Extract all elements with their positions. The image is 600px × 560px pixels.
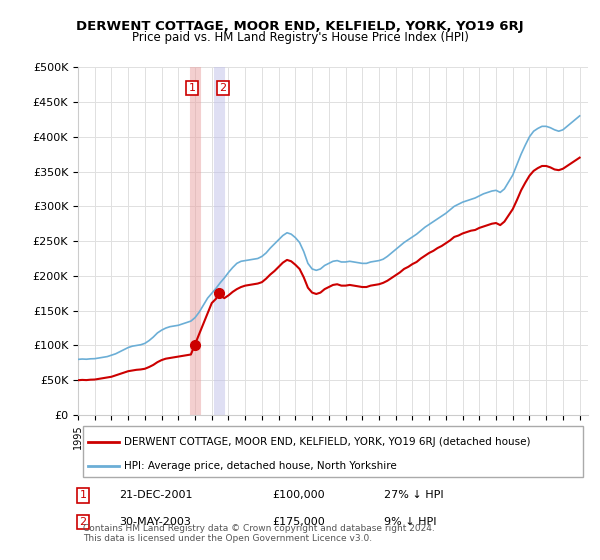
- FancyBboxPatch shape: [83, 426, 583, 477]
- Text: 2: 2: [219, 83, 226, 93]
- Text: 30-MAY-2003: 30-MAY-2003: [119, 517, 191, 527]
- Text: Price paid vs. HM Land Registry's House Price Index (HPI): Price paid vs. HM Land Registry's House …: [131, 31, 469, 44]
- Text: Contains HM Land Registry data © Crown copyright and database right 2024.
This d: Contains HM Land Registry data © Crown c…: [83, 524, 435, 543]
- Text: 21-DEC-2001: 21-DEC-2001: [119, 491, 193, 500]
- Text: 2: 2: [80, 517, 86, 527]
- Text: 1: 1: [188, 83, 196, 93]
- Text: DERWENT COTTAGE, MOOR END, KELFIELD, YORK, YO19 6RJ: DERWENT COTTAGE, MOOR END, KELFIELD, YOR…: [76, 20, 524, 32]
- Text: £175,000: £175,000: [272, 517, 325, 527]
- Text: 9% ↓ HPI: 9% ↓ HPI: [384, 517, 437, 527]
- Text: £100,000: £100,000: [272, 491, 325, 500]
- Text: HPI: Average price, detached house, North Yorkshire: HPI: Average price, detached house, Nort…: [124, 461, 397, 471]
- Text: 27% ↓ HPI: 27% ↓ HPI: [384, 491, 443, 500]
- Text: 1: 1: [80, 491, 86, 500]
- Text: DERWENT COTTAGE, MOOR END, KELFIELD, YORK, YO19 6RJ (detached house): DERWENT COTTAGE, MOOR END, KELFIELD, YOR…: [124, 437, 530, 447]
